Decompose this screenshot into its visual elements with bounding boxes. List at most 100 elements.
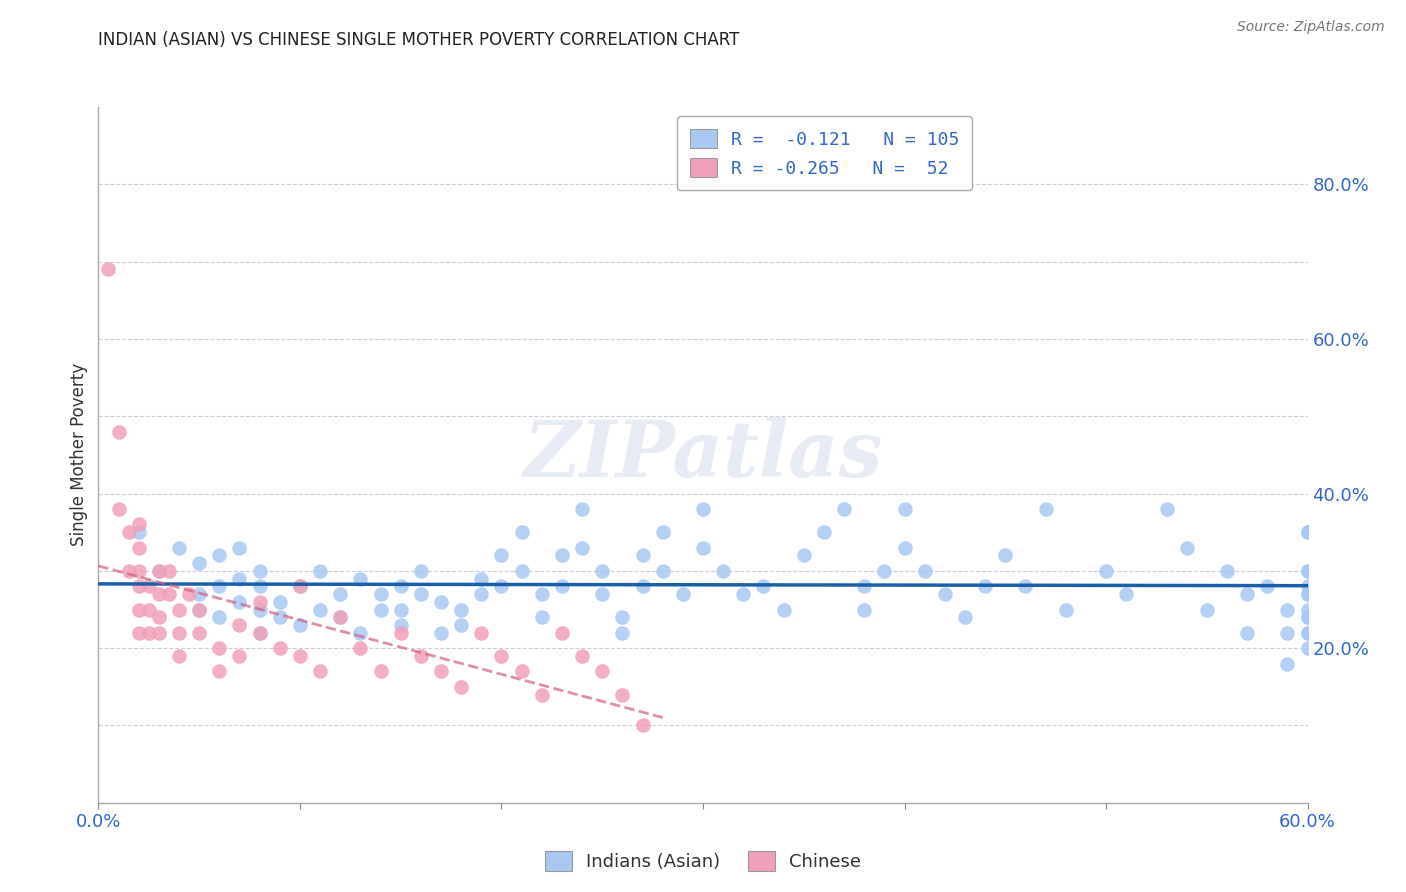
Point — [1277, 602, 1299, 616]
Point — [571, 648, 593, 663]
Point — [510, 665, 533, 679]
Point — [409, 564, 432, 578]
Point — [914, 564, 936, 578]
Legend: Indians (Asian), Chinese: Indians (Asian), Chinese — [537, 844, 869, 879]
Point — [208, 665, 231, 679]
Point — [107, 425, 129, 439]
Point — [249, 579, 271, 593]
Point — [571, 541, 593, 555]
Point — [409, 587, 432, 601]
Point — [167, 648, 190, 663]
Point — [249, 625, 271, 640]
Point — [118, 564, 141, 578]
Point — [953, 610, 976, 624]
Point — [138, 602, 160, 616]
Text: Source: ZipAtlas.com: Source: ZipAtlas.com — [1237, 20, 1385, 34]
Point — [1277, 657, 1299, 671]
Point — [612, 625, 634, 640]
Point — [651, 525, 673, 540]
Point — [772, 602, 794, 616]
Point — [551, 625, 574, 640]
Point — [167, 625, 190, 640]
Point — [157, 564, 180, 578]
Point — [329, 587, 352, 601]
Point — [530, 587, 553, 601]
Point — [612, 610, 634, 624]
Point — [249, 602, 271, 616]
Point — [1296, 610, 1319, 624]
Point — [450, 680, 472, 694]
Point — [530, 610, 553, 624]
Point — [1156, 502, 1178, 516]
Point — [1296, 587, 1319, 601]
Point — [288, 579, 311, 593]
Text: ZIPatlas: ZIPatlas — [523, 417, 883, 493]
Point — [1277, 625, 1299, 640]
Point — [1296, 587, 1319, 601]
Point — [128, 564, 150, 578]
Point — [208, 610, 231, 624]
Point — [1296, 564, 1319, 578]
Point — [389, 618, 412, 632]
Point — [733, 587, 755, 601]
Point — [208, 549, 231, 563]
Point — [118, 525, 141, 540]
Point — [1175, 541, 1198, 555]
Point — [1236, 625, 1258, 640]
Point — [389, 579, 412, 593]
Point — [692, 502, 714, 516]
Point — [269, 641, 291, 656]
Point — [491, 648, 513, 663]
Point — [128, 541, 150, 555]
Point — [138, 579, 160, 593]
Point — [934, 587, 956, 601]
Point — [591, 564, 613, 578]
Legend: R =  -0.121   N = 105, R = -0.265   N =  52: R = -0.121 N = 105, R = -0.265 N = 52 — [676, 116, 972, 190]
Point — [510, 564, 533, 578]
Point — [188, 602, 211, 616]
Point — [389, 602, 412, 616]
Point — [148, 564, 170, 578]
Point — [470, 587, 492, 601]
Point — [349, 641, 371, 656]
Point — [309, 602, 332, 616]
Point — [188, 556, 211, 570]
Point — [651, 564, 673, 578]
Point — [430, 595, 453, 609]
Point — [510, 525, 533, 540]
Text: INDIAN (ASIAN) VS CHINESE SINGLE MOTHER POVERTY CORRELATION CHART: INDIAN (ASIAN) VS CHINESE SINGLE MOTHER … — [98, 31, 740, 49]
Point — [1256, 579, 1278, 593]
Point — [288, 618, 311, 632]
Point — [450, 618, 472, 632]
Point — [430, 665, 453, 679]
Point — [188, 602, 211, 616]
Point — [1296, 564, 1319, 578]
Point — [269, 595, 291, 609]
Point — [128, 525, 150, 540]
Point — [128, 602, 150, 616]
Point — [228, 572, 250, 586]
Point — [228, 541, 250, 555]
Point — [389, 625, 412, 640]
Point — [1296, 610, 1319, 624]
Point — [571, 502, 593, 516]
Point — [893, 502, 915, 516]
Point — [188, 587, 211, 601]
Point — [349, 572, 371, 586]
Point — [1014, 579, 1036, 593]
Point — [1296, 641, 1319, 656]
Point — [309, 665, 332, 679]
Point — [208, 641, 231, 656]
Point — [793, 549, 815, 563]
Point — [329, 610, 352, 624]
Point — [148, 587, 170, 601]
Point — [128, 625, 150, 640]
Point — [631, 718, 654, 732]
Point — [491, 579, 513, 593]
Point — [1296, 525, 1319, 540]
Point — [551, 579, 574, 593]
Point — [853, 602, 876, 616]
Point — [269, 610, 291, 624]
Point — [1195, 602, 1218, 616]
Point — [97, 262, 120, 277]
